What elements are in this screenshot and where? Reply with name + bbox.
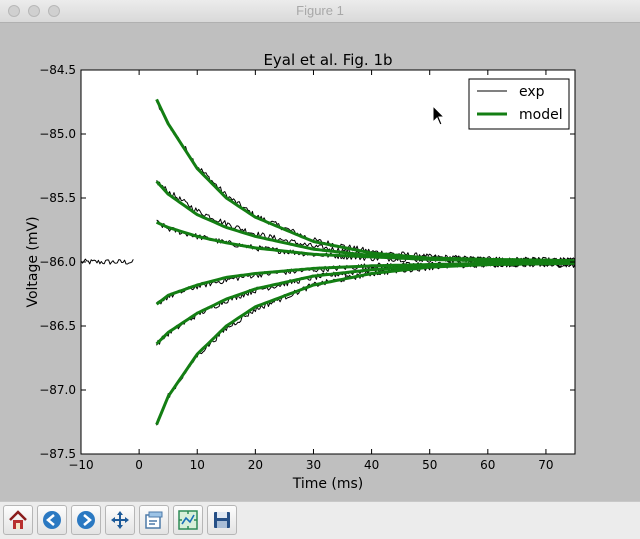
move-icon: [111, 511, 129, 529]
back-button[interactable]: [37, 505, 67, 535]
home-button[interactable]: [3, 505, 33, 535]
home-icon: [9, 510, 27, 529]
y-tick-label: −87.5: [39, 447, 76, 461]
window-title: Figure 1: [296, 3, 344, 18]
navigation-toolbar: [0, 501, 640, 539]
window-titlebar: Figure 1: [0, 0, 640, 23]
subplots-button[interactable]: [173, 505, 203, 535]
zoom-button[interactable]: [139, 505, 169, 535]
legend: exp model: [468, 78, 570, 130]
x-axis-label: Time (ms): [292, 476, 364, 492]
figure-canvas[interactable]: −10 0 10 20 30 40 50 60 70 −84.5 −85.0 −85.5 −86.0−…: [0, 23, 640, 501]
minimize-window-button[interactable]: [28, 5, 40, 17]
y-tick-label: −86.5: [39, 319, 76, 333]
x-tick-label: 0: [135, 458, 143, 472]
series-layer: [80, 98, 576, 426]
x-tick-label: 70: [538, 458, 553, 472]
x-tick-label: 30: [306, 458, 321, 472]
y-tick-label: −84.5: [39, 63, 76, 77]
zoom-rect-icon: [145, 511, 163, 529]
y-axis: −84.5 −85.0 −85.5 −86.0 −86.5 −87.0 −87.5: [39, 63, 575, 461]
chart-title: Eyal et al. Fig. 1b: [263, 51, 392, 69]
x-tick-label: −10: [68, 458, 93, 472]
subplots-icon: [178, 510, 198, 530]
close-window-button[interactable]: [8, 5, 20, 17]
model-trace: [155, 220, 575, 264]
maximize-window-button[interactable]: [48, 5, 60, 17]
model-trace: [155, 261, 575, 426]
arrow-right-icon: [77, 511, 95, 529]
legend-label-model: model: [519, 107, 563, 123]
y-tick-label: −87.0: [39, 383, 76, 397]
legend-label-exp: exp: [519, 84, 545, 100]
y-tick-label: −85.0: [39, 127, 76, 141]
x-axis: −10 0 10 20 30 40 50 60 70: [68, 70, 554, 472]
save-button[interactable]: [207, 505, 237, 535]
x-tick-label: 40: [364, 458, 379, 472]
y-tick-label: −85.5: [39, 191, 76, 205]
x-tick-label: 50: [422, 458, 437, 472]
x-tick-label: 20: [248, 458, 263, 472]
y-tick-label: −86.0: [39, 255, 76, 269]
x-tick-label: 60: [480, 458, 495, 472]
x-tick-label: 10: [190, 458, 205, 472]
pan-button[interactable]: [105, 505, 135, 535]
legend-box: [468, 78, 570, 130]
mouse-cursor-icon: [432, 104, 446, 126]
y-axis-label: Voltage (mV): [25, 216, 41, 307]
save-icon: [214, 512, 230, 528]
forward-button[interactable]: [71, 505, 101, 535]
chart: −10 0 10 20 30 40 50 60 70 −84.5−85.0−85.5−86.0−…: [25, 51, 576, 492]
arrow-left-icon: [43, 511, 61, 529]
